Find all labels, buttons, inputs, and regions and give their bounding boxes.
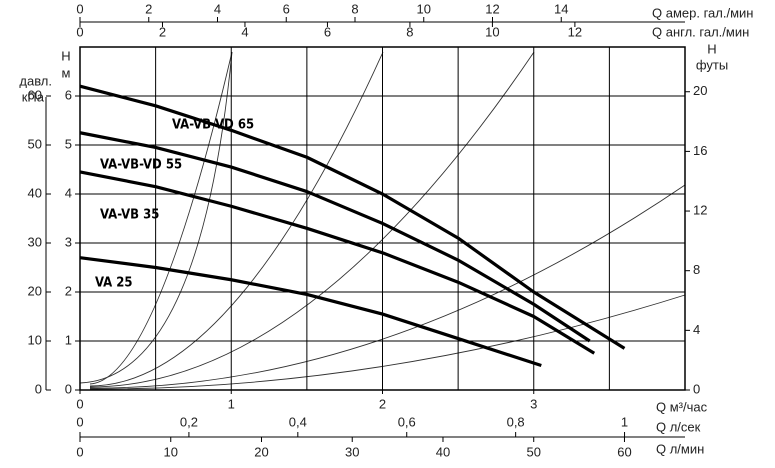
bottom-axis-label: Q л/мин [656,441,704,456]
top-tick-label: 4 [214,1,221,16]
top-tick-label: 14 [554,1,568,16]
y3-tick-label: 0 [35,381,42,396]
top-tick-label: 12 [568,24,582,39]
y-tick-label: 3 [65,234,72,249]
bottom-tick-label: 20 [254,444,268,459]
y3-tick-label: 30 [28,234,42,249]
bottom-tick-label: 50 [526,444,540,459]
pump-curve [79,170,596,355]
x-axis-label: Q м³/час [656,399,708,414]
top-axis-label: Q амер. гал./мин [652,5,753,20]
y-tick-label: 5 [65,136,72,151]
bottom-tick-label: 0,2 [180,414,198,429]
top-tick-label: 2 [159,24,166,39]
system-curve [89,51,535,388]
top-tick-label: 6 [283,1,290,16]
top-tick-label: 10 [485,24,499,39]
y-tick-label: 4 [65,185,72,200]
y3-label: кПа [22,89,45,104]
top-tick-label: 4 [241,24,248,39]
pump-curve [79,256,542,368]
y2-label: H [707,41,716,56]
bottom-tick-label: 60 [617,444,631,459]
bottom-tick-label: 0,4 [289,414,307,429]
system-curve [89,294,686,390]
top-tick-label: 6 [324,24,331,39]
top-tick-label: 0 [76,1,83,16]
y-label: H [61,48,70,63]
system-curves [79,51,686,390]
series-label: VA-VB-VD 55 [100,158,182,173]
y-tick-label: 1 [65,332,72,347]
y3-label: давл. [19,73,52,88]
bottom-tick-label: 0 [76,414,83,429]
bottom-tick-label: 1 [621,414,628,429]
y-label: м [62,65,71,80]
y2-label: футы [696,57,728,72]
y3-tick-label: 50 [28,136,42,151]
y2-tick-label: 0 [693,381,700,396]
y-tick-label: 2 [65,283,72,298]
x-tick-label: 1 [228,396,235,411]
y2-tick-label: 12 [693,202,707,217]
x-tick-label: 0 [76,396,83,411]
y2-tick-label: 4 [693,322,700,337]
bottom-tick-label: 0 [76,444,83,459]
system-curve [89,184,686,389]
bottom-tick-label: 0,8 [507,414,525,429]
y-tick-label: 6 [65,87,72,102]
top-axis-label: Q англ. гал./мин [652,24,749,39]
system-curve [79,51,233,384]
bottom-tick-label: 40 [436,444,450,459]
series-label: VA-VB 35 [100,208,159,223]
y3-tick-label: 60 [28,87,42,102]
y3-tick-label: 40 [28,185,42,200]
bottom-axis-label: Q л/сек [656,419,701,434]
top-tick-label: 12 [485,1,499,16]
x-tick-label: 3 [530,396,537,411]
top-tick-label: 8 [406,24,413,39]
bottom-tick-label: 30 [345,444,359,459]
top-tick-label: 2 [145,1,152,16]
pump-curve [79,84,626,350]
series-label: VA-VB-VD 65 [172,118,254,133]
y2-tick-label: 20 [693,83,707,98]
bottom-tick-label: 10 [164,444,178,459]
y2-tick-label: 8 [693,262,700,277]
x-tick-label: 2 [379,396,386,411]
y2-tick-label: 16 [693,143,707,158]
y3-tick-label: 20 [28,283,42,298]
y3-tick-label: 10 [28,332,42,347]
pump-curve [79,131,591,343]
top-tick-label: 0 [76,24,83,39]
system-curve [89,51,384,387]
top-tick-label: 10 [417,1,431,16]
top-tick-label: 8 [351,1,358,16]
y-tick-label: 0 [65,381,72,396]
series-label: VA 25 [95,276,133,291]
bottom-tick-label: 0,6 [398,414,416,429]
